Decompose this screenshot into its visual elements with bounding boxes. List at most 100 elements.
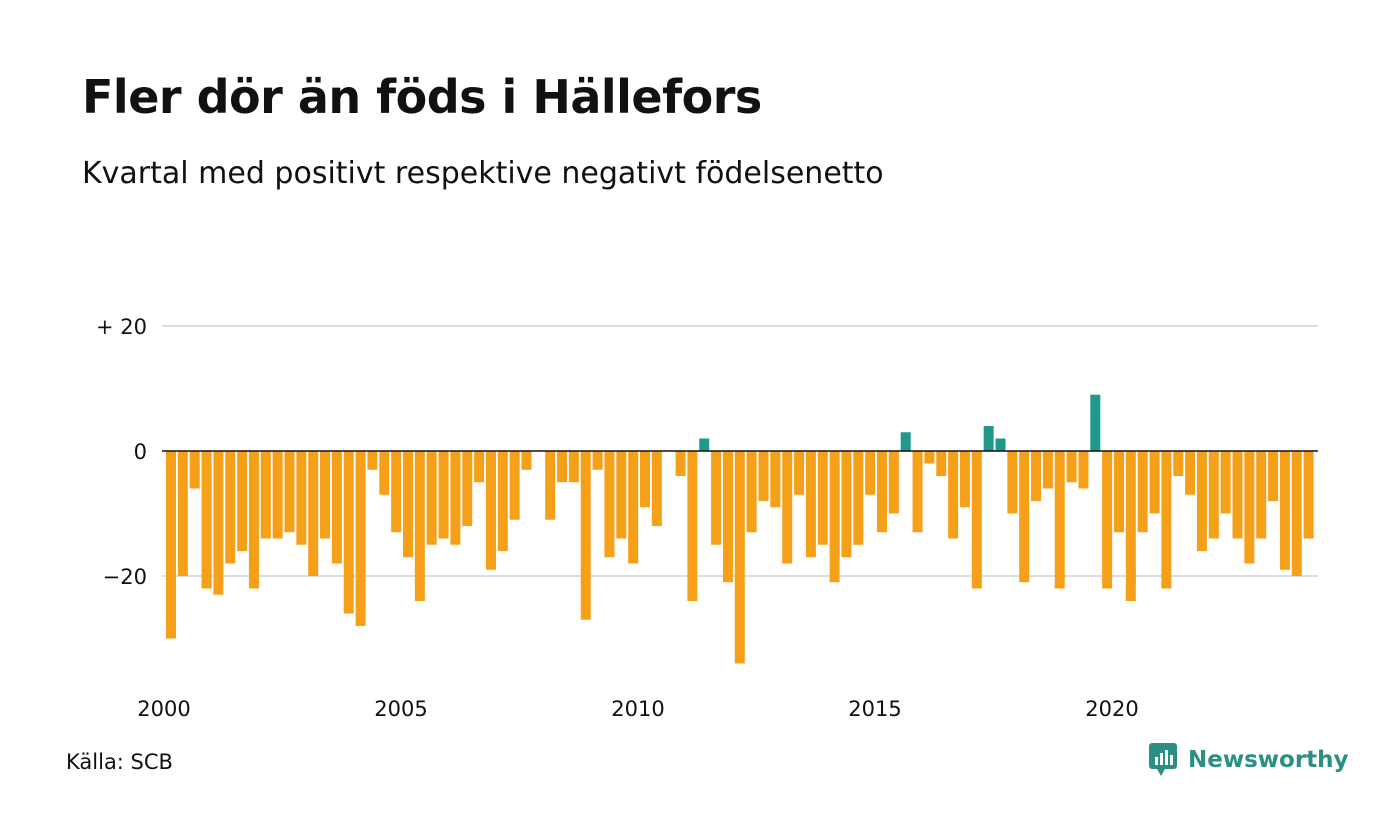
bar [912, 451, 923, 533]
bar [711, 451, 722, 545]
bar [237, 451, 248, 551]
bar [995, 438, 1006, 451]
bar [959, 451, 970, 508]
bar [1149, 451, 1160, 514]
bar [462, 451, 473, 526]
bar [1102, 451, 1113, 589]
bar [426, 451, 437, 545]
bar [1220, 451, 1231, 514]
brand-logo[interactable]: Newsworthy [1148, 742, 1349, 778]
bar [414, 451, 425, 601]
bar [1054, 451, 1065, 589]
bar [782, 451, 793, 564]
bar [1185, 451, 1196, 495]
bar [557, 451, 568, 483]
bar [272, 451, 283, 539]
bar [1208, 451, 1219, 539]
x-tick-label: 2010 [611, 697, 664, 721]
bar [616, 451, 627, 539]
bar [1161, 451, 1172, 589]
bar [924, 451, 935, 464]
bar [343, 451, 354, 614]
bar [497, 451, 508, 551]
bar [805, 451, 816, 558]
bar [1125, 451, 1136, 601]
bar [1279, 451, 1290, 570]
bar [166, 451, 176, 639]
brand-name: Newsworthy [1188, 747, 1349, 773]
bar [604, 451, 615, 558]
bar [888, 451, 899, 514]
bar [1268, 451, 1279, 501]
bar [948, 451, 959, 539]
bar [900, 432, 911, 451]
bar [829, 451, 840, 583]
bar [1232, 451, 1243, 539]
bar [971, 451, 982, 589]
bar [379, 451, 390, 495]
x-tick-label: 2015 [848, 697, 901, 721]
bar [1173, 451, 1184, 476]
bar [722, 451, 733, 583]
bar [1031, 451, 1042, 501]
bar [545, 451, 556, 520]
bar [355, 451, 366, 626]
bar [1066, 451, 1077, 483]
bar [284, 451, 295, 533]
bar [841, 451, 852, 558]
bar [1256, 451, 1267, 539]
bar [213, 451, 224, 595]
bar [189, 451, 200, 489]
bar [260, 451, 271, 539]
bar [1007, 451, 1018, 514]
bar [1019, 451, 1030, 583]
bar [225, 451, 236, 564]
bar [1042, 451, 1053, 489]
y-tick-label: −20 [103, 565, 147, 589]
bar [770, 451, 781, 508]
y-tick-label: 0 [134, 440, 147, 464]
bar [1291, 451, 1302, 576]
bar [331, 451, 342, 564]
bar [177, 451, 188, 576]
bar [936, 451, 947, 476]
bar [521, 451, 532, 470]
bar [651, 451, 662, 526]
bar [746, 451, 757, 533]
bar [1114, 451, 1124, 533]
bar [391, 451, 402, 533]
bar [1303, 451, 1314, 539]
bar [687, 451, 698, 601]
bar [1090, 394, 1101, 451]
bar [699, 438, 710, 451]
bar [675, 451, 686, 476]
bar [568, 451, 579, 483]
bar [474, 451, 485, 483]
bar [853, 451, 864, 545]
bar [865, 451, 876, 495]
bar [640, 451, 650, 508]
bar [320, 451, 331, 539]
bar [509, 451, 520, 520]
bar [1078, 451, 1089, 489]
bar [485, 451, 496, 570]
bar [1244, 451, 1255, 564]
bar [758, 451, 769, 501]
chart-title: Fler dör än föds i Hällefors [82, 70, 762, 124]
y-tick-label: + 20 [96, 315, 147, 339]
bar [248, 451, 259, 589]
x-tick-label: 2005 [374, 697, 427, 721]
x-tick-label: 2020 [1085, 697, 1138, 721]
bar [1196, 451, 1207, 551]
bar [438, 451, 449, 539]
bar [403, 451, 413, 558]
chart-subtitle: Kvartal med positivt respektive negativt… [82, 156, 884, 191]
newsworthy-logo-icon [1149, 743, 1177, 776]
x-tick-label: 2000 [137, 697, 190, 721]
bar [628, 451, 639, 564]
source-label: Källa: SCB [66, 750, 173, 774]
bar [308, 451, 319, 576]
bar [296, 451, 307, 545]
bar [450, 451, 461, 545]
